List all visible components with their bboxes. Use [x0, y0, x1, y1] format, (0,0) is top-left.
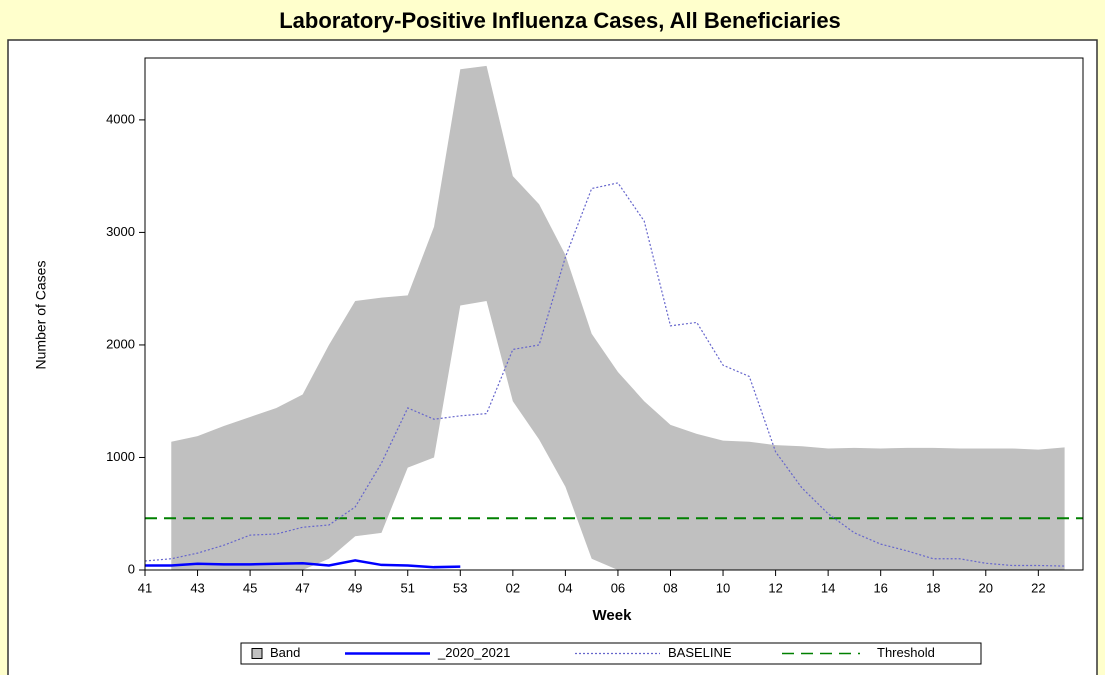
x-tick-label: 53	[453, 580, 467, 595]
x-tick-label: 04	[558, 580, 572, 595]
y-tick-label: 4000	[106, 111, 135, 126]
plot-frame	[144, 57, 1084, 571]
legend-label: Threshold	[877, 645, 935, 660]
x-tick-label: 18	[926, 580, 940, 595]
y-tick-label: 1000	[106, 449, 135, 464]
series-line	[144, 182, 1065, 567]
legend-swatch	[251, 648, 263, 659]
x-tick-label: 41	[138, 580, 152, 595]
x-axis-label: Week	[593, 607, 633, 624]
x-tick-label: 08	[663, 580, 677, 595]
legend-label: BASELINE	[668, 645, 732, 660]
y-tick-label: 2000	[106, 336, 135, 351]
x-tick-label: 14	[821, 580, 835, 595]
y-tick-label: 3000	[106, 224, 135, 239]
x-tick-label: 45	[243, 580, 257, 595]
y-tick-label: 0	[128, 561, 135, 576]
x-tick-label: 22	[1031, 580, 1045, 595]
x-tick-label: 16	[873, 580, 887, 595]
band-area	[171, 65, 1065, 570]
legend-label: _2020_2021	[437, 645, 510, 660]
x-tick-label: 06	[611, 580, 625, 595]
x-tick-label: 49	[348, 580, 362, 595]
x-tick-label: 47	[295, 580, 309, 595]
x-tick-label: 02	[506, 580, 520, 595]
legend-label: Band	[270, 645, 300, 660]
x-tick-label: 20	[979, 580, 993, 595]
x-tick-label: 12	[768, 580, 782, 595]
x-tick-label: 43	[190, 580, 204, 595]
series-line	[145, 559, 461, 569]
chart-title: Laboratory-Positive Influenza Cases, All…	[279, 8, 841, 33]
y-axis-label: Number of Cases	[33, 261, 49, 370]
x-tick-label: 51	[401, 580, 415, 595]
x-tick-label: 10	[716, 580, 730, 595]
